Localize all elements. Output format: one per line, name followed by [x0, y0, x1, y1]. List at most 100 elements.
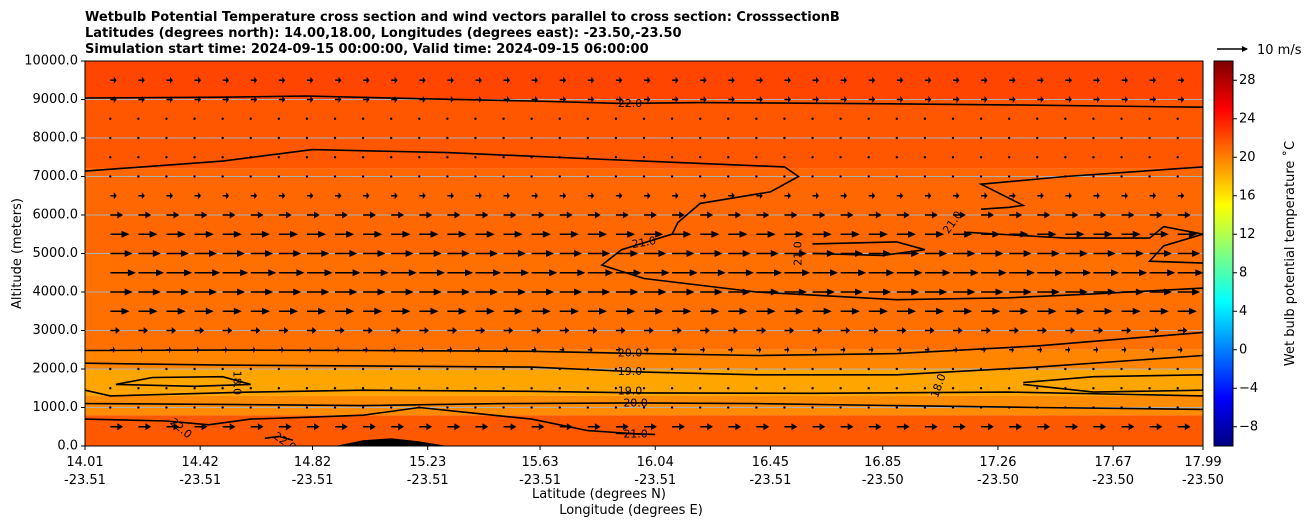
wind-vector-head: [426, 211, 433, 219]
wind-vector-head: [774, 269, 782, 277]
wind-vector-head: [254, 192, 258, 200]
wind-vector: [530, 175, 533, 178]
wind-vector-head: [261, 307, 270, 315]
wind-vector: [1036, 175, 1039, 178]
wind-vector-head: [914, 269, 923, 277]
wind-vector-head: [1126, 327, 1132, 334]
wind-vector-head: [405, 288, 414, 296]
wind-vector-head: [173, 211, 180, 219]
wind-vector-head: [646, 346, 649, 354]
x-tick-label-lon: -23.50: [1092, 473, 1134, 488]
y-tick-label: 4000.0: [33, 285, 79, 300]
wind-vector-head: [731, 96, 735, 103]
wind-vector-head: [562, 346, 565, 354]
wind-vector-head: [424, 327, 429, 334]
wind-vector: [867, 136, 870, 140]
wind-vector: [1092, 387, 1095, 390]
wind-vector-head: [312, 327, 317, 334]
wind-vector-head: [257, 211, 264, 219]
wind-vector: [221, 117, 224, 120]
wind-vector: [979, 406, 983, 409]
wind-vector-head: [686, 250, 695, 257]
wind-vector-head: [599, 230, 607, 238]
wind-vector: [193, 136, 196, 140]
wind-vector-head: [1124, 346, 1127, 354]
wind-vector-head: [593, 327, 598, 334]
wind-vector: [867, 175, 870, 178]
wind-vector: [755, 117, 758, 120]
contour-label-1: 21.0: [631, 234, 657, 251]
wind-vector-head: [156, 269, 164, 277]
wind-vector: [979, 367, 983, 371]
wind-vector-head: [591, 192, 595, 200]
wind-vector-head: [479, 76, 482, 84]
fill-band-4: [85, 253, 1203, 350]
wind-vector-head: [566, 211, 573, 219]
wind-vector: [1176, 367, 1179, 371]
wind-vector: [867, 117, 870, 120]
wind-vector: [811, 175, 814, 178]
wind-vector-head: [1044, 211, 1051, 219]
title-line-2: Latitudes (degrees north): 14.00,18.00, …: [85, 26, 682, 41]
wind-vector: [502, 156, 505, 159]
wind-vector: [474, 175, 477, 178]
wind-vector-head: [872, 96, 876, 103]
wind-vector-head: [647, 76, 651, 84]
wind-vector-head: [1079, 250, 1088, 257]
wind-vector-head: [422, 96, 426, 103]
wind-vector-head: [1068, 76, 1072, 84]
wind-vector: [221, 175, 224, 178]
wind-vector-head: [370, 211, 376, 219]
wind-vector-head: [340, 327, 345, 334]
wind-vector-head: [1167, 269, 1176, 277]
wind-vector: [1007, 406, 1011, 409]
wind-vector-head: [141, 76, 145, 84]
wind-vector: [305, 175, 309, 178]
wind-vector-head: [201, 423, 208, 431]
wind-vector-head: [956, 76, 960, 84]
wind-vector: [389, 406, 393, 409]
wind-vector-head: [689, 269, 698, 277]
wind-vector-head: [338, 192, 342, 200]
wind-vector-head: [649, 327, 654, 334]
wind-vector-head: [1076, 230, 1085, 238]
wind-vector-head: [145, 423, 152, 431]
wind-vector-head: [627, 307, 636, 315]
contour-line-5: [85, 331, 1203, 357]
y-tick-label: 0.0: [57, 439, 78, 454]
wind-vector: [1120, 387, 1123, 390]
wind-vector-head: [928, 76, 932, 84]
wind-vector: [249, 175, 252, 178]
wind-vector-head: [1070, 327, 1075, 334]
wind-vector-head: [826, 288, 835, 296]
wind-vector: [951, 367, 955, 371]
wind-vector: [783, 406, 786, 409]
wind-vector-head: [1044, 423, 1051, 431]
wind-vector: [502, 117, 505, 120]
y-tick-label: 2000.0: [33, 362, 79, 377]
wind-vector-head: [225, 346, 228, 354]
wind-vector-head: [1181, 76, 1185, 84]
y-tick-label: 10000.0: [24, 54, 78, 69]
colorbar-tick-label: 28: [1239, 73, 1256, 88]
wind-vector-head: [988, 423, 994, 431]
wind-vector: [389, 387, 393, 390]
wind-vector: [951, 387, 955, 390]
colorbar-tick-label: 4: [1239, 304, 1247, 319]
wind-vector: [979, 156, 983, 159]
wind-vector: [165, 117, 168, 120]
wind-vector-head: [398, 423, 404, 431]
wind-vector-head: [542, 307, 551, 315]
fill-band-0: [85, 415, 1203, 446]
wind-vector-head: [577, 269, 586, 277]
wind-vector: [446, 387, 449, 390]
wind-vector-head: [767, 230, 776, 238]
wind-vector-head: [788, 96, 791, 103]
colorbar-tick-label: 0: [1239, 342, 1247, 357]
wind-vector-head: [514, 230, 523, 238]
wind-vector: [979, 117, 983, 120]
wind-vector-head: [630, 288, 639, 296]
wind-vector-head: [117, 211, 124, 219]
wind-vector-head: [967, 250, 976, 257]
wind-vector-head: [675, 76, 679, 84]
